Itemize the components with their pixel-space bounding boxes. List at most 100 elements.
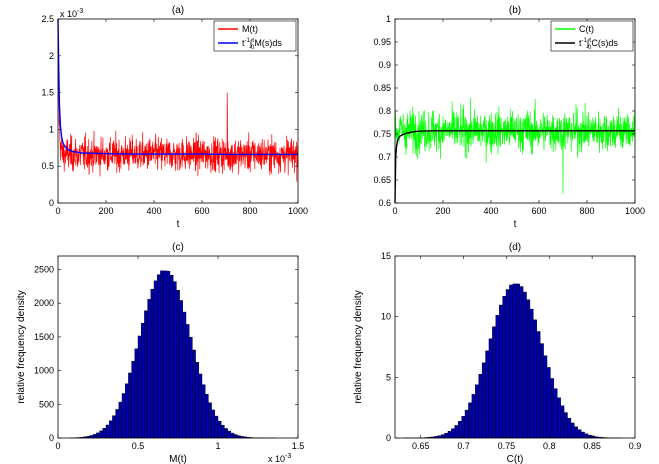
y-tick-label: 0.7 xyxy=(378,152,391,162)
histogram-bar xyxy=(481,362,486,439)
histogram-bar xyxy=(128,372,132,439)
x-tick-label: 1000 xyxy=(288,206,308,216)
histogram-bar xyxy=(108,420,113,439)
x-tick-label: 0 xyxy=(55,206,60,216)
y-tick-label: 0.6 xyxy=(378,198,391,208)
histogram-bar xyxy=(546,367,551,439)
histogram-bar xyxy=(444,432,449,439)
histogram-bar xyxy=(121,393,126,439)
panel-label: (a) xyxy=(172,5,184,16)
histogram-bar xyxy=(478,374,483,439)
histogram-bar xyxy=(560,405,565,439)
legend-label: C(t) xyxy=(579,24,594,34)
y-tick-label: 5 xyxy=(386,372,391,382)
x-axis-label: C(t) xyxy=(507,454,524,464)
histogram-bar xyxy=(140,322,145,439)
y-tick-label: 0 xyxy=(49,433,54,443)
histogram-bar xyxy=(451,428,456,439)
histogram-bar xyxy=(115,409,119,439)
x-tick-label: 0.7 xyxy=(457,441,470,451)
y-tick-label: 1 xyxy=(49,124,54,134)
y-tick-label: 1000 xyxy=(34,366,54,376)
histogram-bar xyxy=(220,425,225,439)
x-tick-label: 200 xyxy=(98,206,113,216)
x-tick-label: 800 xyxy=(579,206,594,216)
histogram-bar xyxy=(137,335,142,439)
histogram-bar xyxy=(584,433,589,439)
x-tick-label: 0.5 xyxy=(132,441,145,451)
histogram-bar xyxy=(131,361,136,439)
histogram-bar xyxy=(522,291,527,439)
y-tick-label: 0.9 xyxy=(378,60,391,70)
histogram-bar xyxy=(201,384,206,439)
x-tick-label: 600 xyxy=(531,206,546,216)
histogram-bar xyxy=(99,430,103,439)
histogram-bar xyxy=(574,426,578,439)
y-tick-label: 0.5 xyxy=(41,161,54,171)
legend-label: t-1∫t 0C(s)ds xyxy=(579,38,618,51)
histogram-bar xyxy=(553,388,558,439)
panel-label: (b) xyxy=(509,5,521,16)
histogram-bar xyxy=(519,286,524,439)
histogram-bar xyxy=(208,402,212,439)
y-tick-label: 15 xyxy=(381,251,391,261)
x-tick-label: 0.75 xyxy=(498,441,516,451)
y-tick-label: 500 xyxy=(39,399,54,409)
histogram-bar xyxy=(516,283,520,439)
histogram-bar xyxy=(96,432,100,439)
histogram-bar xyxy=(492,326,496,439)
histogram-bar xyxy=(536,331,541,439)
histogram-bar xyxy=(160,270,164,439)
y-tick-label: 2 xyxy=(49,51,54,61)
panel-label: (c) xyxy=(172,242,184,253)
histogram-bar xyxy=(580,431,585,439)
histogram-bar xyxy=(587,434,592,439)
histogram-bar xyxy=(458,421,462,439)
y-tick-label: 2500 xyxy=(34,264,54,274)
histogram-bar xyxy=(567,418,572,439)
x-tick-label: 0 xyxy=(55,441,60,451)
histogram-bar xyxy=(550,378,555,439)
x-tick-label: 0.65 xyxy=(412,441,430,451)
x-axis-label: t xyxy=(514,219,517,230)
histogram-bar xyxy=(105,424,110,439)
histogram-bar xyxy=(570,422,575,439)
panel-label: (d) xyxy=(509,242,521,253)
histogram-bar xyxy=(214,415,219,439)
y-tick-label: 0.8 xyxy=(378,106,391,116)
x-tick-label: 400 xyxy=(483,206,498,216)
histogram-bar xyxy=(112,415,116,439)
x-tick-label: 0.9 xyxy=(629,441,642,451)
y-tick-label: 2000 xyxy=(34,298,54,308)
y-axis-label: relative frequency density xyxy=(353,290,364,403)
histogram-bar xyxy=(224,428,228,439)
x-tick-label: 400 xyxy=(146,206,161,216)
x-tick-label: 800 xyxy=(242,206,257,216)
plot-frame xyxy=(394,255,636,439)
histogram-bar xyxy=(468,402,473,439)
histogram-bar xyxy=(447,431,452,439)
x-tick-label: 600 xyxy=(194,206,209,216)
histogram-bar xyxy=(102,428,107,439)
x-axis-label: M(t) xyxy=(169,454,187,464)
histogram-bar xyxy=(182,311,187,439)
histogram-bar xyxy=(495,315,500,439)
x-tick-label: 0.85 xyxy=(583,441,601,451)
histogram-bar xyxy=(188,337,193,439)
histogram-bar xyxy=(440,434,445,439)
histogram-bar xyxy=(533,319,537,439)
histogram-bar xyxy=(124,383,129,439)
histogram-bar xyxy=(488,338,493,439)
histogram-bar xyxy=(233,434,238,439)
histogram-bar xyxy=(454,425,459,439)
x-tick-label: 1 xyxy=(215,441,220,451)
y-tick-label: 0.65 xyxy=(373,175,391,185)
y-tick-label: 10 xyxy=(381,312,391,322)
histogram-bar xyxy=(192,349,196,439)
series-line-C-average xyxy=(394,130,635,204)
y-tick-label: 1500 xyxy=(34,332,54,342)
histogram-bar xyxy=(172,281,177,439)
histogram-bar xyxy=(166,270,171,439)
y-tick-label: 1.5 xyxy=(41,88,54,98)
